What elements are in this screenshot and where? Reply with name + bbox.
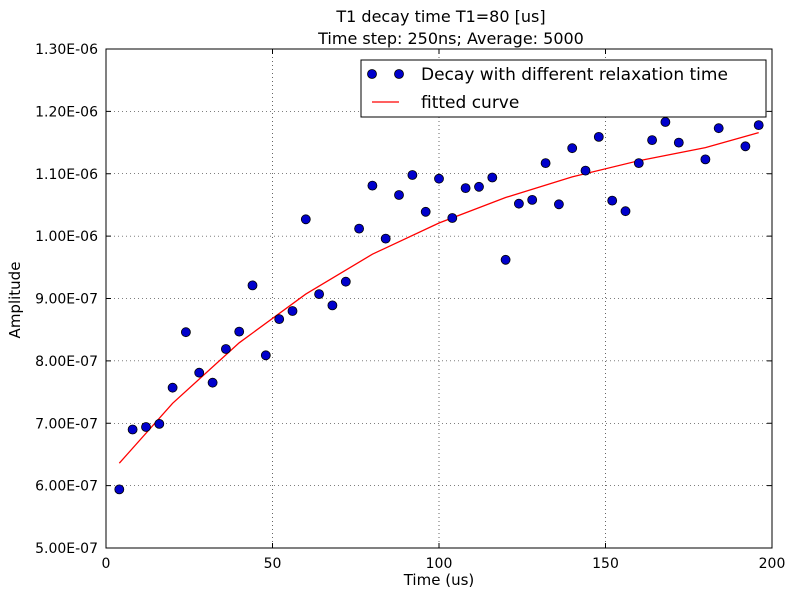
chart-subtitle: Time step: 250ns; Average: 5000 <box>317 29 584 48</box>
data-point <box>260 350 271 361</box>
x-tick-label: 100 <box>426 556 453 572</box>
y-tick-label: 9.00E-07 <box>35 292 98 308</box>
data-point <box>380 233 391 244</box>
data-point <box>247 280 258 291</box>
y-tick-label: 1.00E-06 <box>35 229 98 245</box>
data-point <box>274 314 285 325</box>
fitted-curve-line <box>118 131 759 464</box>
data-point <box>394 190 404 200</box>
y-tick-label: 6.00E-07 <box>35 479 98 495</box>
data-point <box>127 424 138 435</box>
legend: Decay with different relaxation time fit… <box>360 59 767 118</box>
data-point <box>207 377 218 388</box>
data-point <box>647 135 657 146</box>
data-point <box>154 418 165 429</box>
data-point <box>460 183 471 194</box>
data-point <box>740 141 751 152</box>
data-point <box>314 289 325 300</box>
data-point <box>607 195 618 206</box>
y-tick-label: 1.20E-06 <box>35 104 98 120</box>
x-tick-label: 0 <box>102 556 111 572</box>
data-point <box>407 170 418 180</box>
x-tick-label: 50 <box>264 556 282 572</box>
data-points-group <box>114 117 764 495</box>
data-point <box>633 158 644 169</box>
data-point <box>474 181 484 192</box>
data-point <box>220 344 231 354</box>
data-point <box>300 214 311 225</box>
y-axis-label: Amplitude <box>6 262 24 339</box>
data-point <box>540 158 551 169</box>
chart-title: T1 decay time T1=80 [us] <box>335 7 545 26</box>
data-point <box>554 199 564 210</box>
legend-marker-dot-1 <box>367 69 377 79</box>
data-point <box>367 180 378 191</box>
y-tick-label: 1.30E-06 <box>35 42 98 58</box>
y-tick-label: 1.10E-06 <box>35 167 98 183</box>
data-point <box>567 143 578 154</box>
x-tick-label: 150 <box>592 556 619 572</box>
y-tick-label: 7.00E-07 <box>35 416 98 432</box>
data-point <box>327 300 338 311</box>
legend-marker-dot-2 <box>394 69 404 79</box>
data-point <box>354 223 365 234</box>
data-point <box>167 382 178 393</box>
data-point <box>114 484 125 495</box>
data-point <box>713 123 724 134</box>
data-point <box>287 306 298 316</box>
y-axis-ticks: 5.00E-07 6.00E-07 7.00E-07 8.00E-07 9.00E-07… <box>35 42 772 557</box>
data-point <box>620 206 631 217</box>
x-axis-label: Time (us) <box>403 571 475 589</box>
data-point <box>487 172 498 183</box>
data-point <box>340 276 351 287</box>
legend-label-fit: fitted curve <box>421 93 519 113</box>
data-point <box>580 165 591 176</box>
data-point <box>527 194 538 205</box>
data-point <box>660 117 671 127</box>
data-point <box>180 327 191 338</box>
y-tick-label: 8.00E-07 <box>35 354 98 370</box>
data-point <box>194 367 205 378</box>
data-point <box>420 206 431 217</box>
y-tick-label: 5.00E-07 <box>35 541 98 557</box>
legend-box <box>360 59 767 118</box>
data-point <box>500 254 511 265</box>
data-point <box>514 198 524 209</box>
x-tick-label: 200 <box>759 556 786 572</box>
data-point <box>434 173 444 184</box>
data-point <box>593 131 604 142</box>
data-point <box>700 154 711 165</box>
data-point <box>234 326 245 337</box>
data-point <box>141 422 151 432</box>
fitted-curve-group <box>118 131 759 464</box>
x-axis-ticks: 0 50 100 150 200 <box>102 49 786 572</box>
data-point <box>753 120 764 130</box>
legend-label-scatter: Decay with different relaxation time <box>421 65 728 85</box>
data-point <box>673 137 684 148</box>
data-point <box>447 213 458 223</box>
